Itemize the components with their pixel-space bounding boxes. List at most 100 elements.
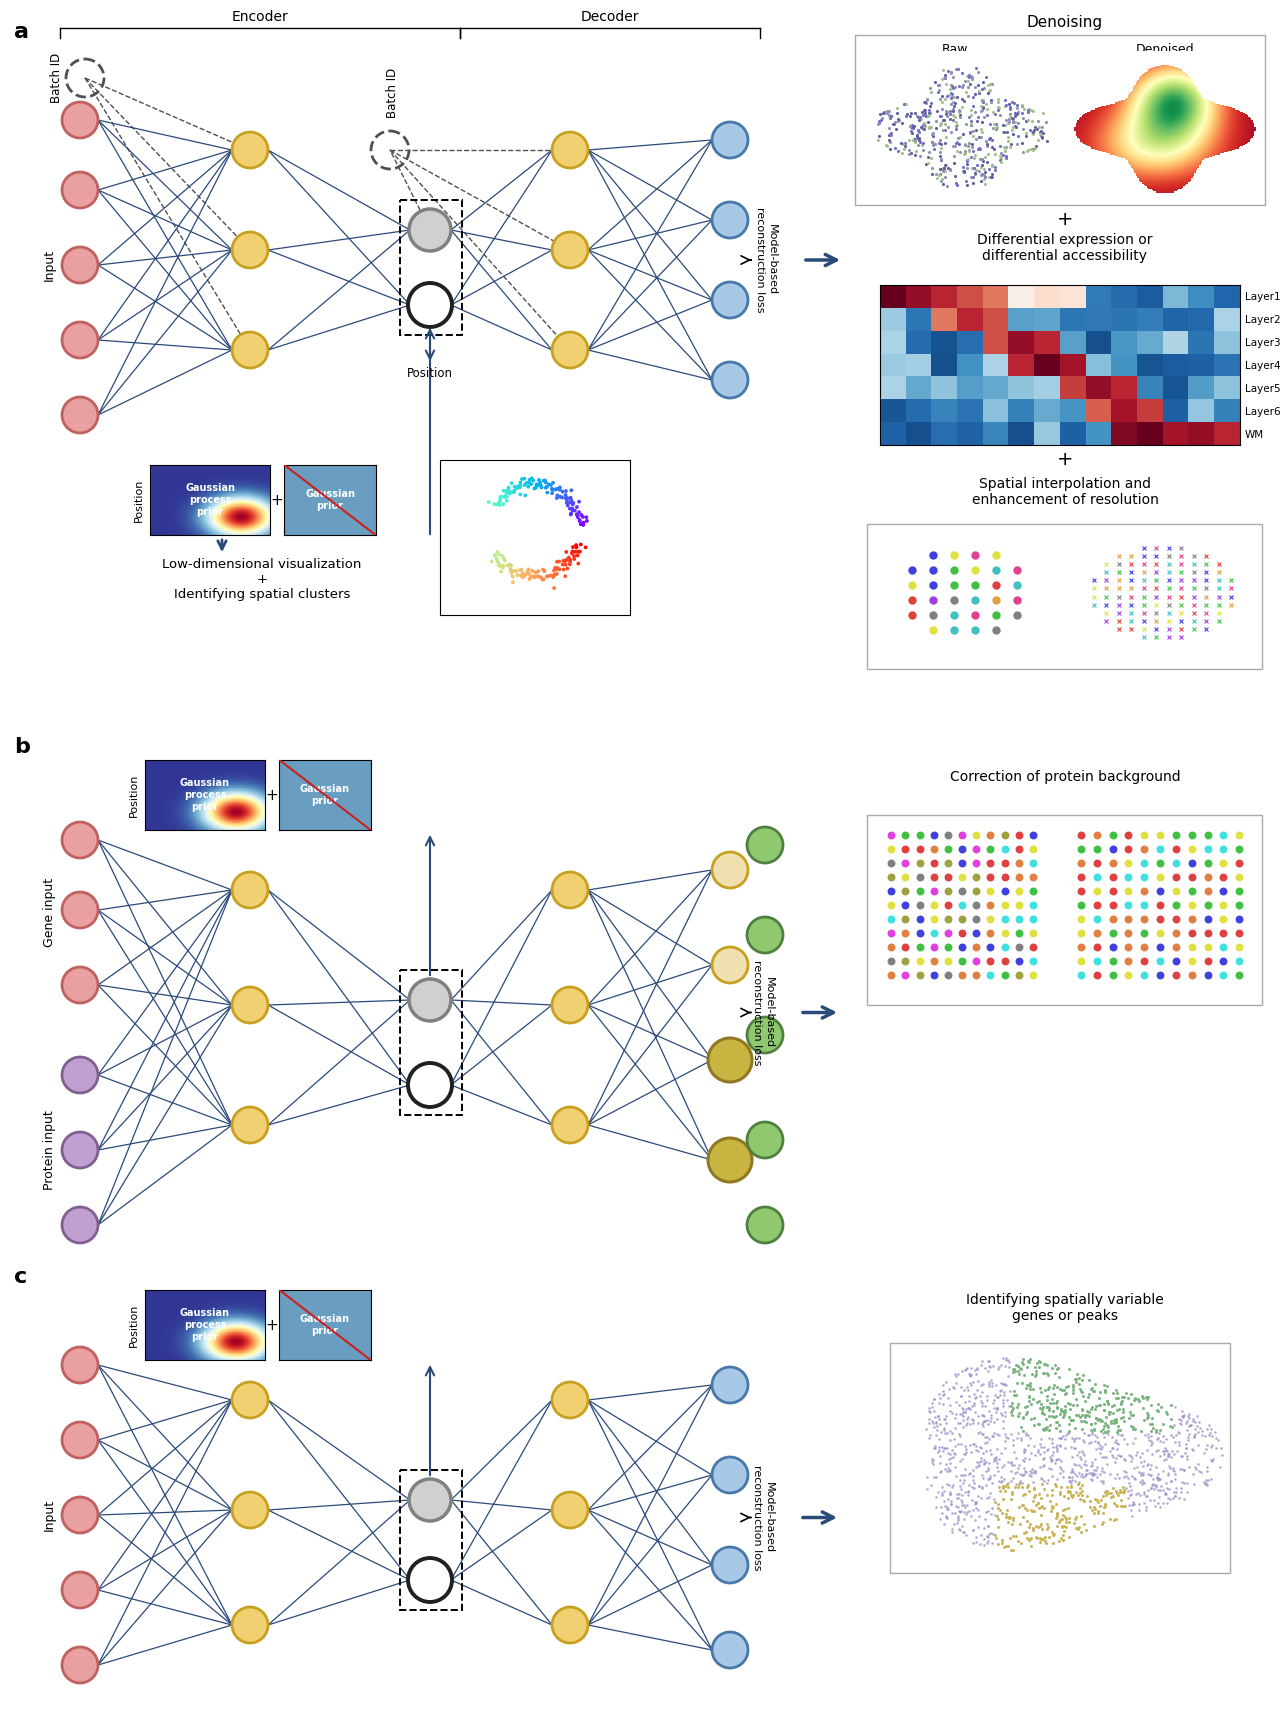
Point (980, 962, 1001, 990)
Point (1079, 1402, 1100, 1430)
Point (1043, 1492, 1064, 1520)
Point (1229, 820, 1249, 848)
Point (972, 1461, 992, 1489)
Point (1020, 1373, 1041, 1401)
Point (992, 1528, 1012, 1556)
Point (1149, 1442, 1170, 1470)
Point (1066, 1502, 1087, 1530)
Point (1046, 1445, 1066, 1473)
Point (536, 563, 557, 591)
Point (1123, 1414, 1143, 1442)
Point (1100, 1399, 1120, 1427)
Point (1010, 1414, 1030, 1442)
Point (1083, 1461, 1103, 1489)
Point (952, 71, 973, 98)
Point (1062, 1371, 1083, 1399)
Point (1070, 919, 1091, 946)
Text: Gaussian
prior: Gaussian prior (300, 784, 349, 807)
Point (566, 532, 586, 560)
Point (980, 933, 1001, 960)
Point (1030, 117, 1051, 145)
Point (978, 1454, 998, 1482)
Point (914, 95, 934, 123)
Point (968, 1437, 988, 1464)
Point (943, 105, 964, 133)
Point (1051, 1447, 1071, 1475)
Point (1042, 1385, 1062, 1413)
Point (1143, 1471, 1164, 1499)
Point (1064, 1509, 1084, 1537)
Point (1108, 582, 1129, 610)
Point (1070, 1518, 1091, 1546)
Point (1169, 1428, 1189, 1456)
Point (1164, 1411, 1184, 1439)
Point (937, 919, 957, 946)
Point (1037, 1513, 1057, 1540)
Point (1097, 1451, 1117, 1478)
Point (1037, 1413, 1057, 1440)
Point (995, 92, 1015, 119)
Point (1047, 1354, 1068, 1382)
Point (1070, 905, 1091, 933)
Point (955, 1356, 975, 1383)
Point (945, 1509, 965, 1537)
Point (992, 1485, 1012, 1513)
Point (1119, 1404, 1139, 1432)
Point (1134, 891, 1155, 919)
Point (1012, 1461, 1033, 1489)
Point (1199, 1421, 1220, 1449)
Point (1078, 1366, 1098, 1394)
Point (1010, 1354, 1030, 1382)
Circle shape (61, 893, 99, 927)
Point (1051, 1473, 1071, 1501)
Point (1009, 1527, 1029, 1554)
Point (1164, 1423, 1184, 1451)
Point (970, 1521, 991, 1549)
Point (992, 1468, 1012, 1496)
Point (943, 585, 964, 613)
Point (1032, 1399, 1052, 1427)
Point (933, 157, 954, 185)
Point (1057, 1420, 1078, 1447)
Point (937, 820, 957, 848)
Point (1036, 1414, 1056, 1442)
Point (1119, 864, 1139, 891)
Point (909, 820, 929, 848)
Point (974, 162, 995, 190)
Point (1061, 1406, 1082, 1433)
Point (1016, 1473, 1037, 1501)
Point (950, 123, 970, 150)
Point (1078, 1397, 1098, 1425)
Point (1092, 1458, 1112, 1485)
Point (986, 617, 1006, 644)
Point (1028, 1409, 1048, 1437)
Point (947, 1506, 968, 1534)
Point (973, 1370, 993, 1397)
Point (543, 470, 563, 497)
Point (1140, 1392, 1161, 1420)
Point (881, 946, 901, 974)
Point (1181, 946, 1202, 974)
Point (938, 81, 959, 109)
Circle shape (712, 1458, 748, 1494)
Point (1042, 1530, 1062, 1558)
Point (1037, 1513, 1057, 1540)
Point (1161, 1406, 1181, 1433)
Point (518, 556, 539, 584)
Point (1052, 1404, 1073, 1432)
Point (493, 544, 513, 572)
Point (982, 1370, 1002, 1397)
Point (561, 499, 581, 527)
Point (1075, 1459, 1096, 1487)
Point (945, 162, 965, 190)
Point (1046, 1502, 1066, 1530)
Point (1174, 1402, 1194, 1430)
Point (1107, 1380, 1128, 1408)
Point (1094, 1442, 1115, 1470)
Point (932, 1473, 952, 1501)
Point (1166, 1421, 1187, 1449)
Point (521, 470, 541, 497)
Point (1055, 1380, 1075, 1408)
Point (929, 76, 950, 104)
Point (993, 1475, 1014, 1502)
